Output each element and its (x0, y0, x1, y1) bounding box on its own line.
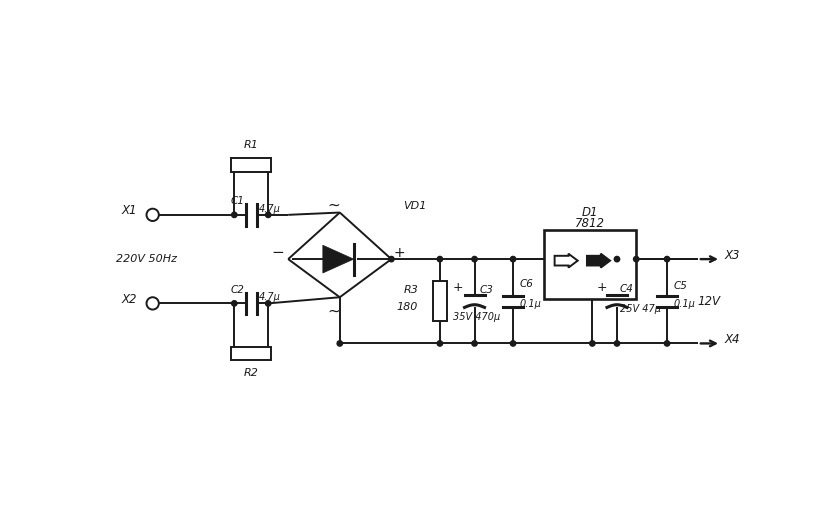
Circle shape (664, 341, 670, 346)
Circle shape (589, 341, 595, 346)
Text: C3: C3 (479, 285, 493, 296)
Text: 4.7μ: 4.7μ (259, 292, 281, 302)
Text: R1: R1 (244, 140, 258, 150)
Circle shape (472, 257, 477, 262)
Text: C4: C4 (620, 284, 634, 294)
Text: X3: X3 (724, 249, 740, 262)
Circle shape (472, 341, 477, 346)
Text: X1: X1 (122, 204, 137, 218)
Text: −: − (271, 245, 284, 261)
Circle shape (664, 257, 670, 262)
Text: +: + (597, 281, 607, 294)
Text: R3: R3 (403, 285, 418, 296)
Text: 25V 47μ: 25V 47μ (620, 304, 661, 314)
Circle shape (634, 257, 639, 262)
Circle shape (266, 301, 271, 306)
Text: +: + (393, 246, 405, 260)
Text: D1: D1 (582, 206, 598, 220)
Text: 12V: 12V (698, 295, 721, 308)
Polygon shape (323, 245, 354, 273)
Polygon shape (555, 254, 578, 268)
Text: C6: C6 (519, 279, 533, 289)
Circle shape (614, 257, 620, 262)
Circle shape (510, 257, 516, 262)
Bar (231, 346, 272, 360)
Text: ~: ~ (328, 304, 340, 318)
Text: C5: C5 (673, 281, 687, 291)
Text: 1M: 1M (244, 348, 259, 358)
Circle shape (146, 209, 159, 221)
Circle shape (437, 341, 443, 346)
Text: 4.7μ: 4.7μ (259, 204, 281, 213)
Circle shape (266, 212, 271, 218)
Text: +: + (453, 281, 463, 294)
Circle shape (337, 341, 342, 346)
Text: 35V 470μ: 35V 470μ (453, 312, 500, 321)
Bar (231, 158, 272, 172)
Circle shape (231, 301, 237, 306)
Text: 180: 180 (397, 303, 418, 312)
Text: X2: X2 (122, 293, 137, 306)
Circle shape (437, 257, 443, 262)
Text: 220V 50Hz: 220V 50Hz (117, 254, 178, 264)
Circle shape (231, 212, 237, 218)
Text: 0.1μ: 0.1μ (519, 299, 541, 309)
Text: VD1: VD1 (403, 201, 426, 211)
Bar (544, 230, 636, 299)
Circle shape (614, 341, 620, 346)
Circle shape (388, 257, 394, 262)
Circle shape (146, 297, 159, 310)
Polygon shape (587, 254, 610, 268)
Text: C1: C1 (230, 196, 244, 206)
Text: ~: ~ (328, 197, 340, 212)
Text: X4: X4 (724, 333, 740, 346)
Text: R2: R2 (244, 369, 258, 378)
Bar (433, 281, 447, 321)
Text: 1M: 1M (244, 160, 259, 170)
Text: 0.1μ: 0.1μ (673, 299, 695, 309)
Text: C2: C2 (230, 284, 244, 295)
Circle shape (510, 341, 516, 346)
Text: 7812: 7812 (575, 217, 605, 230)
